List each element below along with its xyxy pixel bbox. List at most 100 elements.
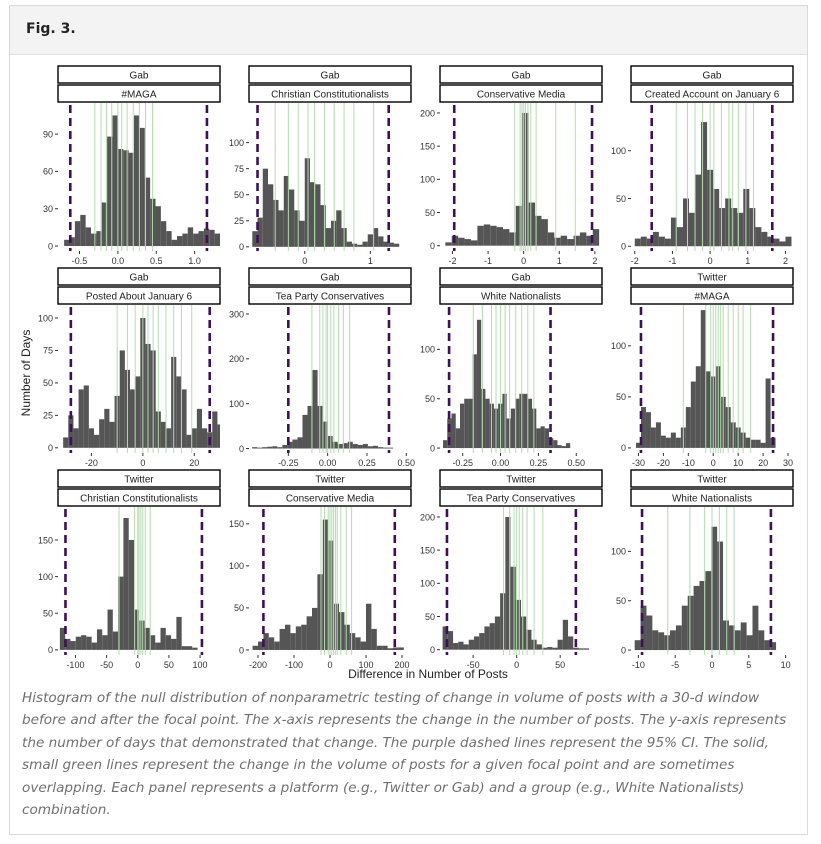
x-tick-label: 1: [745, 256, 750, 266]
strip-platform: [439, 65, 603, 84]
histogram-bar: [107, 609, 113, 650]
histogram-bar: [349, 633, 356, 650]
x-tick-label: 50: [555, 660, 565, 670]
strip-platform-label: Gab: [321, 71, 340, 82]
x-tick-label: 0.25: [530, 458, 548, 468]
histogram-bar: [445, 242, 452, 246]
histogram-bar: [740, 622, 747, 651]
histogram-bar: [453, 643, 459, 650]
plot-area: [635, 305, 776, 453]
strip-group: [630, 488, 794, 507]
histogram-bar: [59, 627, 66, 650]
histogram-bar: [527, 398, 533, 449]
panel-10: Twitter Tea Party Conservatives 0 50 100 150 2…: [420, 469, 603, 670]
histogram-bar: [447, 631, 454, 650]
histogram-bar: [490, 225, 497, 246]
histogram-bar: [664, 238, 671, 247]
histogram-bar: [160, 421, 166, 448]
histogram-bar: [198, 231, 204, 247]
histogram-bar: [484, 626, 490, 650]
plot-area: [634, 507, 777, 655]
histogram-bar: [307, 405, 313, 449]
x-tick-label: 0.0: [112, 256, 125, 266]
y-tick-label: 0: [48, 443, 53, 453]
histogram-bar: [214, 233, 220, 247]
histogram-bar: [528, 202, 536, 246]
histogram-bar: [687, 595, 694, 651]
strip-group: [57, 488, 221, 507]
histogram-bar: [760, 442, 766, 448]
histogram-bar: [81, 635, 87, 650]
strip-group: [439, 286, 603, 305]
strip-group-label: Christian Constitutionalists: [80, 494, 198, 505]
histogram-bar: [74, 221, 81, 247]
x-tick-label: -20: [657, 458, 670, 468]
y-tick-label: 100: [611, 547, 626, 557]
histogram-bar: [635, 442, 641, 448]
histogram-bar: [541, 219, 548, 246]
x-tick-label: -1: [484, 256, 492, 266]
y-tick-label: 200: [229, 354, 244, 364]
histogram-bar: [371, 628, 377, 650]
histogram-bar: [186, 434, 192, 448]
histogram-bar: [112, 115, 118, 247]
histogram-bar: [123, 150, 129, 247]
histogram-bar: [568, 636, 574, 650]
panel-7: Twitter #MAGA 0 50 100 -30 -20 -10 0 10 20 30: [611, 267, 794, 468]
x-tick-label: -2: [448, 256, 456, 266]
plot-area: [443, 305, 571, 453]
histogram-bar: [515, 398, 520, 449]
histogram-bar: [292, 439, 298, 449]
histogram-bar: [565, 443, 571, 449]
strip-platform-label: Gab: [703, 71, 722, 82]
histogram-bar: [171, 638, 177, 650]
histogram-bar: [464, 239, 471, 246]
x-tick-label: 0: [135, 660, 140, 670]
histogram-bar: [578, 648, 584, 650]
histogram-bar: [765, 378, 771, 448]
strip-platform-label: Gab: [512, 273, 531, 284]
histogram-bar: [278, 210, 284, 247]
x-tick-label: 5: [746, 660, 751, 670]
x-tick-label: -10: [682, 458, 695, 468]
histogram-bar: [503, 229, 510, 246]
y-tick-label: 50: [234, 603, 244, 613]
histogram-bar: [773, 238, 780, 247]
histogram-bar: [521, 616, 527, 650]
plot-area: [59, 507, 204, 655]
histogram-bar: [355, 637, 361, 650]
histogram-bar: [312, 607, 318, 650]
histogram-bar: [258, 641, 264, 650]
histogram-bar: [192, 647, 198, 650]
y-tick-label: 50: [616, 194, 626, 204]
histogram-bar: [536, 644, 542, 650]
strip-platform-label: Twitter: [315, 475, 345, 486]
histogram-bar: [160, 627, 166, 650]
histogram-bar: [451, 413, 456, 449]
y-tick-label: 75: [43, 346, 53, 356]
histogram-figure: Gab #MAGA 0 30 60 90 -0.5 0.0 0.5 1.0 Gab Christian…: [19, 65, 794, 681]
strip-group-label: #MAGA: [121, 90, 156, 101]
histogram-bar: [745, 437, 751, 448]
histogram-bar: [312, 370, 318, 449]
histogram-bar: [96, 629, 103, 650]
strip-group-label: White Nationalists: [481, 292, 561, 303]
histogram-bar: [557, 639, 563, 650]
histogram-bar: [134, 609, 140, 650]
histogram-bar: [128, 539, 135, 650]
strip-group-label: Tea Party Conservatives: [276, 292, 384, 303]
histogram-bar: [749, 208, 756, 247]
histogram-bar: [442, 626, 448, 650]
histogram-bar: [171, 239, 178, 247]
y-tick-label: 150: [420, 141, 435, 151]
histogram-bar: [693, 585, 700, 651]
histogram-bar: [135, 376, 141, 448]
histogram-bar: [144, 177, 151, 247]
y-tick-label: 0: [48, 645, 53, 655]
histogram-bar: [755, 439, 761, 448]
y-tick-label: 100: [38, 313, 53, 323]
histogram-bar: [342, 443, 348, 449]
histogram-bar: [443, 440, 448, 449]
panel-5: Gab Tea Party Conservatives 0 100 200 300 -0.2…: [229, 267, 415, 468]
